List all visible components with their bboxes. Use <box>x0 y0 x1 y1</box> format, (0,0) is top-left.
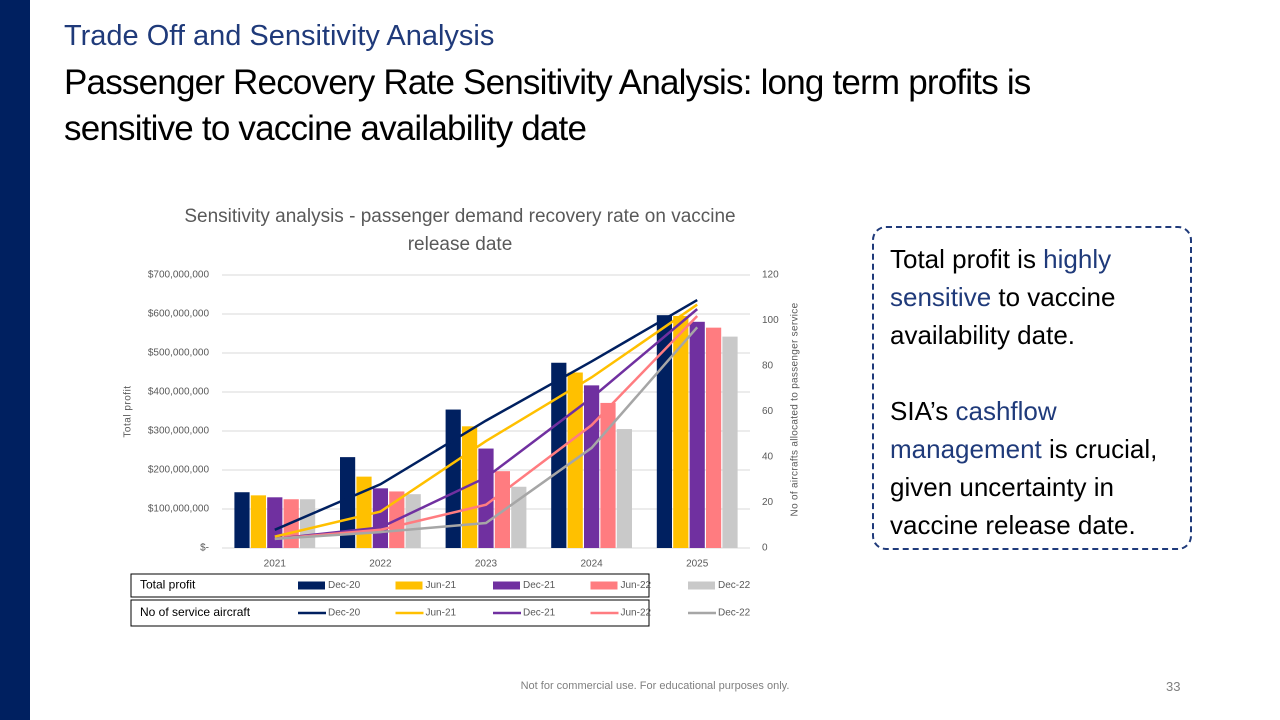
legend-label: Jun-22 <box>621 580 652 591</box>
bar <box>372 488 388 548</box>
y2-tick-label: 120 <box>762 270 779 281</box>
y-tick-label: $200,000,000 <box>148 465 210 476</box>
bar <box>356 476 372 548</box>
bar <box>689 321 705 548</box>
legend-label: Dec-21 <box>523 580 556 591</box>
bar <box>462 426 478 548</box>
bar <box>234 492 250 548</box>
y2-tick-label: 60 <box>762 406 774 417</box>
bar <box>494 471 510 548</box>
y-tick-label: $400,000,000 <box>148 387 210 398</box>
y-tick-label: $- <box>200 543 209 554</box>
bar <box>706 327 722 548</box>
legend-label: Jun-21 <box>426 608 457 619</box>
y-tick-label: $500,000,000 <box>148 348 210 359</box>
bar <box>656 315 672 548</box>
callout-text: is crucial, given uncertainty in vaccine… <box>890 434 1158 540</box>
y-tick-label: $100,000,000 <box>148 504 210 515</box>
callout-highlight: highly sensitive <box>890 244 1112 312</box>
y2-tick-label: 20 <box>762 497 774 508</box>
bar <box>722 336 738 548</box>
y2-tick-label: 40 <box>762 452 774 463</box>
legend-label: Dec-20 <box>328 608 361 619</box>
callout-text: SIA’s <box>890 396 956 426</box>
legend-label: Jun-22 <box>621 608 652 619</box>
y2-axis-label: No of aircrafts allocated to passenger s… <box>790 302 801 516</box>
legend-title: No of service aircraft <box>140 605 251 619</box>
y-tick-label: $600,000,000 <box>148 309 210 320</box>
x-tick-label: 2023 <box>475 559 498 570</box>
chart-title: Sensitivity analysis - passenger demand … <box>184 206 736 255</box>
slide-subtitle: Trade Off and Sensitivity Analysis <box>64 20 495 52</box>
bar <box>340 457 356 548</box>
bar <box>600 402 616 548</box>
x-tick-label: 2025 <box>686 559 709 570</box>
legend-swatch <box>688 581 715 590</box>
callout-text: Total profit is <box>890 244 1044 274</box>
line <box>274 298 698 531</box>
bar <box>551 362 567 548</box>
callout-highlight: cashflow management <box>890 396 1057 464</box>
legend-label: Dec-22 <box>718 580 751 591</box>
callout-paragraph: Total profit is highly sensitive to vacc… <box>890 240 1176 354</box>
legend-swatch <box>590 581 618 590</box>
y-axis-label: Total profit <box>123 385 134 437</box>
bar <box>250 495 266 548</box>
y2-tick-label: 80 <box>762 361 774 372</box>
callout: Total profit is highly sensitive to vacc… <box>872 226 1192 550</box>
legend-box <box>130 573 650 598</box>
legend-title: Total profit <box>140 578 196 592</box>
line <box>274 308 699 541</box>
legend-label: Jun-21 <box>426 580 457 591</box>
line <box>274 326 699 541</box>
legend-label: Dec-22 <box>718 608 751 619</box>
bar <box>616 429 632 548</box>
legend-label: Dec-21 <box>523 608 556 619</box>
legend-label: Dec-20 <box>328 580 361 591</box>
y2-tick-label: 100 <box>762 315 779 326</box>
y-tick-label: $700,000,000 <box>148 270 210 281</box>
x-tick-label: 2022 <box>369 559 392 570</box>
bar <box>267 497 283 548</box>
callout-paragraph: SIA’s cashflow management is crucial, gi… <box>890 392 1176 544</box>
legend-swatch <box>493 581 520 590</box>
x-tick-label: 2021 <box>264 559 287 570</box>
legend-box <box>130 599 650 627</box>
x-tick-label: 2024 <box>580 559 603 570</box>
bar <box>478 448 494 548</box>
bar <box>584 385 600 548</box>
line <box>274 303 698 538</box>
legend-swatch <box>395 581 423 590</box>
bar <box>300 499 316 548</box>
line <box>274 315 699 541</box>
callout-text: to vaccine availability date. <box>890 282 1116 350</box>
footer: Not for commercial use. For educational … <box>520 680 790 692</box>
bar <box>673 315 689 548</box>
sidebar <box>0 0 30 720</box>
slide-title: Passenger Recovery Rate Sensitivity Anal… <box>64 63 1031 148</box>
legend-swatch <box>298 581 325 590</box>
page-number: 33 <box>1166 679 1181 694</box>
y2-tick-label: 0 <box>762 543 768 554</box>
y-tick-label: $300,000,000 <box>148 426 210 437</box>
